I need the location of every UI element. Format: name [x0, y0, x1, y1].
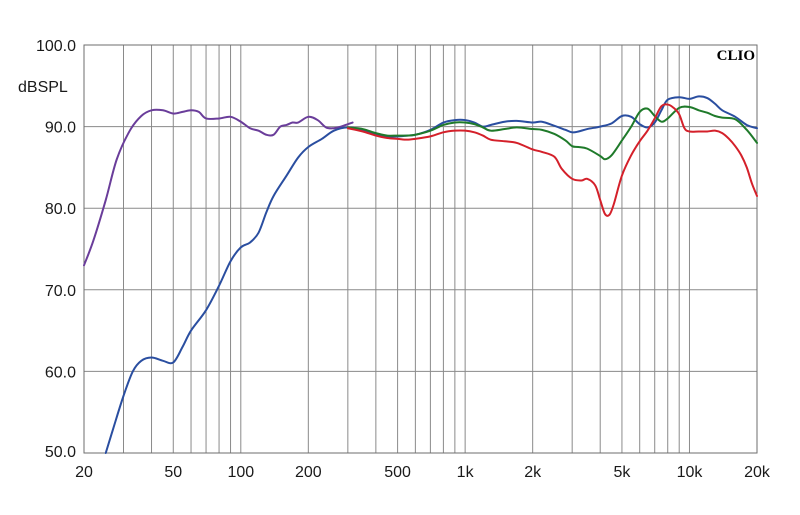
x-tick-label: 100 [227, 464, 254, 481]
response-curve-4 [346, 103, 758, 217]
x-tick-label: 50 [164, 464, 182, 481]
x-tick-label: 2k [524, 464, 542, 481]
clio-brand-label: CLIO [717, 48, 755, 64]
x-tick-label: 1k [457, 464, 475, 481]
y-tick-label: 90.0 [45, 120, 76, 137]
x-tick-label: 20k [744, 464, 771, 481]
curves [83, 95, 758, 454]
y-tick-label: 100.0 [36, 38, 76, 55]
response-curve-1 [83, 108, 354, 267]
y-axis-label: dBSPL [18, 79, 68, 96]
x-tick-labels: 20 50 100 200 500 1k 2k 5k 10k 20k [75, 464, 771, 481]
x-tick-label: 200 [295, 464, 322, 481]
y-tick-label: 50.0 [45, 444, 76, 461]
y-tick-label: 80.0 [45, 201, 76, 218]
x-tick-label: 500 [384, 464, 411, 481]
x-tick-label: 20 [75, 464, 93, 481]
response-curve-3 [346, 105, 758, 161]
x-tick-label: 10k [677, 464, 704, 481]
x-tick-label: 5k [613, 464, 631, 481]
plot-frame [83, 44, 758, 454]
y-tick-label: 70.0 [45, 283, 76, 300]
response-curve-2 [104, 95, 758, 454]
y-tick-label: 60.0 [45, 364, 76, 381]
y-tick-labels: 50.0 60.0 70.0 80.0 90.0 100.0 [36, 38, 76, 461]
